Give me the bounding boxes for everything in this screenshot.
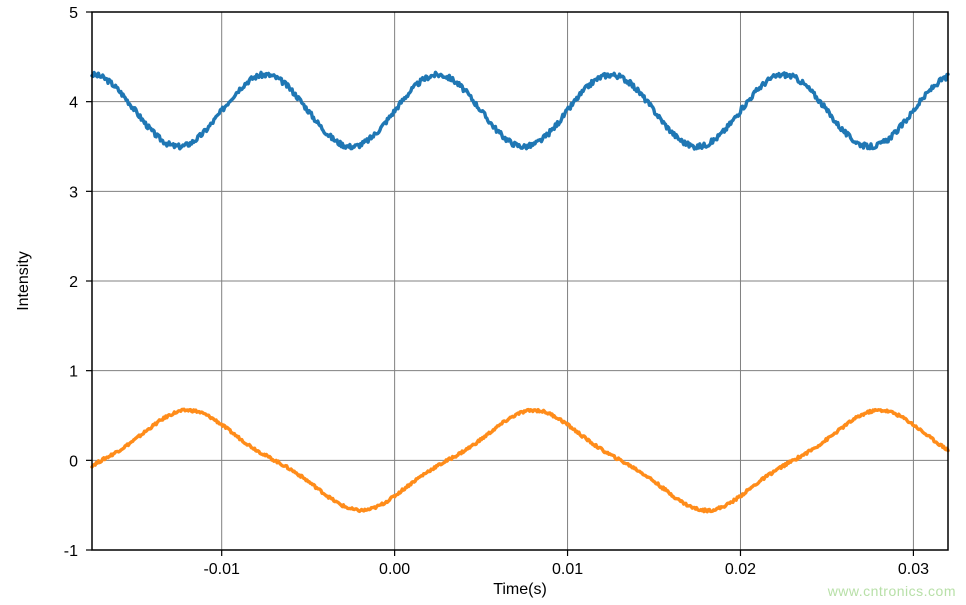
svg-text:5: 5 (69, 5, 78, 22)
svg-text:1: 1 (69, 364, 78, 381)
svg-text:0.01: 0.01 (552, 561, 583, 578)
watermark-text: www.cntronics.com (828, 583, 956, 599)
svg-text:4: 4 (69, 95, 78, 112)
intensity-time-chart: -0.01 0.00 0.01 0.02 0.03 -1 0 1 2 3 4 5 Time(s) Inte… (0, 0, 966, 605)
chart-svg: -0.01 0.00 0.01 0.02 0.03 -1 0 1 2 3 4 5 Time(s) Inte… (0, 0, 966, 605)
x-axis-label: Time(s) (493, 581, 547, 598)
svg-text:3: 3 (69, 184, 78, 201)
y-axis-label: Intensity (15, 251, 32, 311)
svg-text:0.02: 0.02 (725, 561, 756, 578)
svg-text:-1: -1 (64, 543, 78, 560)
svg-text:0.03: 0.03 (898, 561, 929, 578)
svg-text:2: 2 (69, 274, 78, 291)
svg-text:0: 0 (69, 453, 78, 470)
svg-text:-0.01: -0.01 (203, 561, 240, 578)
svg-text:0.00: 0.00 (379, 561, 410, 578)
